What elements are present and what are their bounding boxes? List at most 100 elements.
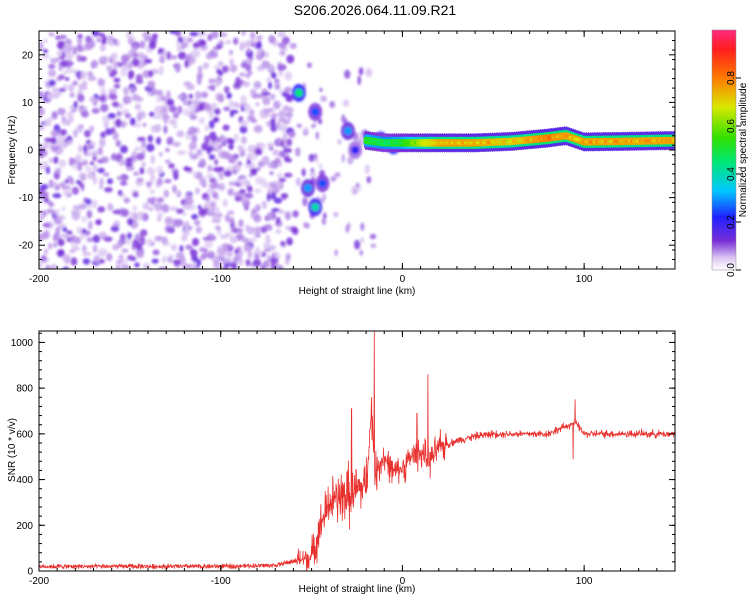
noise-blob	[174, 64, 181, 73]
noise-blob	[48, 202, 55, 207]
noise-blob	[283, 39, 290, 44]
noise-blob	[67, 110, 74, 120]
noise-blob	[134, 262, 140, 268]
noise-blob	[135, 74, 143, 83]
colorbar-frame	[711, 29, 737, 271]
noise-blob	[102, 172, 110, 177]
noise-blob	[235, 76, 241, 86]
noise-blob	[122, 174, 129, 181]
noise-blob	[192, 42, 200, 48]
noise-blob	[183, 167, 193, 172]
transition-blob	[305, 222, 310, 229]
noise-blob	[56, 92, 63, 97]
noise-blob	[238, 145, 245, 153]
noise-blob	[99, 96, 106, 102]
x-tick-label: -200	[29, 274, 49, 285]
noise-blob	[72, 46, 78, 55]
noise-blob	[107, 112, 116, 119]
noise-blob	[100, 156, 109, 164]
y-tick-label: 800	[16, 384, 33, 395]
noise-blob	[229, 216, 235, 226]
noise-blob	[166, 51, 172, 60]
noise-blob	[183, 227, 191, 236]
noise-blob	[204, 135, 210, 144]
noise-blob	[200, 91, 209, 99]
noise-blob	[57, 215, 66, 221]
noise-blob	[57, 238, 65, 247]
noise-blob	[184, 197, 194, 206]
noise-blob	[245, 259, 251, 267]
noise-blob	[229, 64, 238, 73]
noise-blob	[221, 151, 231, 160]
noise-blob	[104, 128, 113, 136]
noise-blob	[157, 212, 163, 220]
noise-blob	[184, 56, 193, 61]
transition-blob	[295, 147, 301, 157]
noise-blob	[136, 243, 143, 252]
noise-blob	[283, 86, 292, 94]
noise-blob	[117, 175, 124, 181]
transition-blob	[347, 222, 351, 231]
noise-blob	[192, 261, 198, 268]
noise-blob	[75, 154, 83, 163]
noise-blob	[198, 102, 205, 111]
noise-blob	[189, 153, 199, 160]
transition-blob	[355, 182, 360, 188]
noise-blob	[48, 32, 55, 37]
noise-blob	[239, 125, 248, 134]
noise-blob	[204, 124, 210, 132]
noise-blob	[169, 206, 179, 211]
noise-blob	[160, 51, 168, 57]
feature-blob	[351, 146, 360, 154]
noise-blob	[43, 230, 50, 239]
noise-blob	[111, 101, 120, 108]
noise-blob	[69, 105, 75, 111]
noise-blob	[52, 234, 58, 242]
noise-blob	[198, 246, 206, 253]
noise-blob	[48, 79, 56, 87]
noise-blob	[224, 232, 232, 237]
noise-blob	[43, 197, 49, 203]
noise-blob	[156, 95, 162, 103]
noise-blob	[268, 34, 276, 43]
feature-blob	[311, 203, 320, 212]
noise-blob	[202, 62, 210, 70]
noise-blob	[213, 140, 220, 150]
noise-blob	[123, 95, 133, 104]
noise-blob	[125, 162, 134, 167]
noise-blob	[214, 78, 221, 87]
y-tick-label: 10	[22, 98, 34, 109]
noise-blob	[78, 182, 84, 188]
noise-blob	[149, 189, 155, 195]
noise-blob	[73, 245, 80, 252]
noise-blob	[226, 92, 232, 100]
noise-blob	[62, 266, 70, 269]
noise-blob	[211, 191, 219, 199]
noise-blob	[154, 202, 163, 212]
noise-blob	[188, 103, 197, 111]
noise-blob	[127, 38, 134, 45]
noise-blob	[42, 191, 49, 198]
noise-blob	[60, 59, 68, 68]
noise-blob	[66, 230, 73, 235]
noise-blob	[88, 220, 93, 230]
noise-blob	[58, 88, 66, 93]
noise-blob	[39, 41, 44, 51]
noise-blob	[230, 262, 238, 269]
noise-blob	[199, 177, 207, 186]
noise-blob	[207, 85, 216, 90]
noise-blob	[279, 177, 287, 183]
noise-blob	[135, 249, 145, 259]
transition-blob	[331, 175, 336, 183]
noise-blob	[270, 117, 276, 126]
noise-blob	[42, 161, 48, 166]
noise-blob	[209, 201, 217, 208]
noise-blob	[177, 36, 185, 43]
noise-blob	[90, 61, 97, 69]
y-tick-label: 400	[16, 475, 33, 486]
noise-blob	[247, 249, 253, 259]
noise-blob	[48, 157, 54, 163]
noise-blob	[39, 183, 49, 190]
noise-blob	[195, 187, 200, 195]
